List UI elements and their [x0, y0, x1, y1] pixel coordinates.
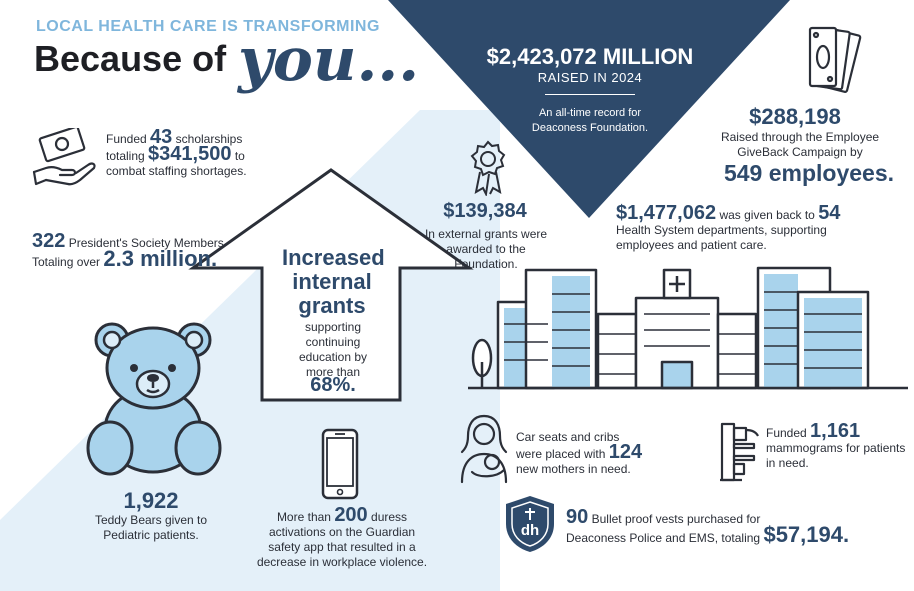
header-kicker: LOCAL HEALTH CARE IS TRANSFORMING [36, 18, 380, 35]
guardian-count: 200 [334, 504, 368, 526]
vests-amount: $57,194. [763, 522, 850, 547]
vests-text: 90 Bullet proof vests purchased for Deac… [566, 506, 850, 547]
banner-diamond [388, 0, 790, 218]
teddy-body: Teddy Bears given to Pediatric patients. [94, 513, 208, 542]
mammograms-body: mammograms for patients in need. [766, 441, 906, 470]
logo-text: dh [520, 522, 540, 539]
guardian-body: activations on the Guardian safety app t… [256, 525, 428, 569]
mammograms-count: 1,161 [810, 420, 861, 442]
presidents-text: 322 President's Society Members Totaling… [32, 230, 224, 271]
header-title: Because of [34, 38, 227, 79]
presidents-count: 322 [32, 230, 66, 252]
guardian-text: More than 200 duress activations on the … [256, 504, 428, 569]
teddy-count: 1,922 [123, 488, 179, 513]
giveback-employees: 549 employees. [723, 160, 895, 186]
giveback-body: Raised through the Employee GiveBack Cam… [720, 130, 880, 159]
cash-stack-icon [808, 26, 862, 93]
scholarships-amount: $341,500 [148, 143, 232, 165]
header-title-script: you... [238, 25, 420, 95]
scholarships-count: 43 [150, 126, 173, 148]
carseats-text: Car seats and cribs were placed with 124… [516, 430, 643, 476]
grants-title: Increased internal grants [282, 245, 385, 318]
grants-body: supporting continuing education by more … [298, 320, 368, 379]
grants-percent: 68%. [310, 374, 356, 396]
teddy-bear-icon [86, 322, 222, 476]
scholarships-text: Funded 43 scholarships totaling $341,500… [106, 126, 247, 178]
hand-money-icon [32, 128, 96, 186]
carseats-count: 124 [608, 441, 643, 463]
award-ribbon-icon [470, 140, 506, 196]
banner-divider [545, 94, 635, 95]
banner-raised-in: RAISED IN 2024 [537, 70, 643, 85]
hospital-buildings-icon [468, 266, 908, 390]
giveback-amount: $288,198 [749, 104, 841, 129]
mammograms-text: Funded 1,161 mammograms for patients in … [766, 420, 906, 470]
presidents-amount: 2.3 million. [103, 246, 218, 271]
banner-amount: $2,423,072 MILLION [486, 44, 694, 69]
smartphone-icon [321, 428, 359, 500]
external-body: In external grants were awarded to the F… [424, 227, 548, 271]
mammogram-machine-icon [720, 422, 759, 482]
mother-baby-icon [460, 414, 508, 484]
departments-body: Health System departments, supporting em… [616, 223, 827, 252]
departments-text: $1,477,062 was given back to 54 Health S… [616, 202, 841, 252]
banner-note: An all-time record for Deaconess Foundat… [531, 107, 649, 134]
up-arrow-outline [188, 168, 474, 402]
departments-count: 54 [818, 202, 841, 224]
external-amount: $139,384 [443, 200, 527, 222]
shield-logo-icon [506, 496, 554, 552]
departments-amount: $1,477,062 [616, 202, 717, 224]
vests-count: 90 [566, 506, 589, 528]
